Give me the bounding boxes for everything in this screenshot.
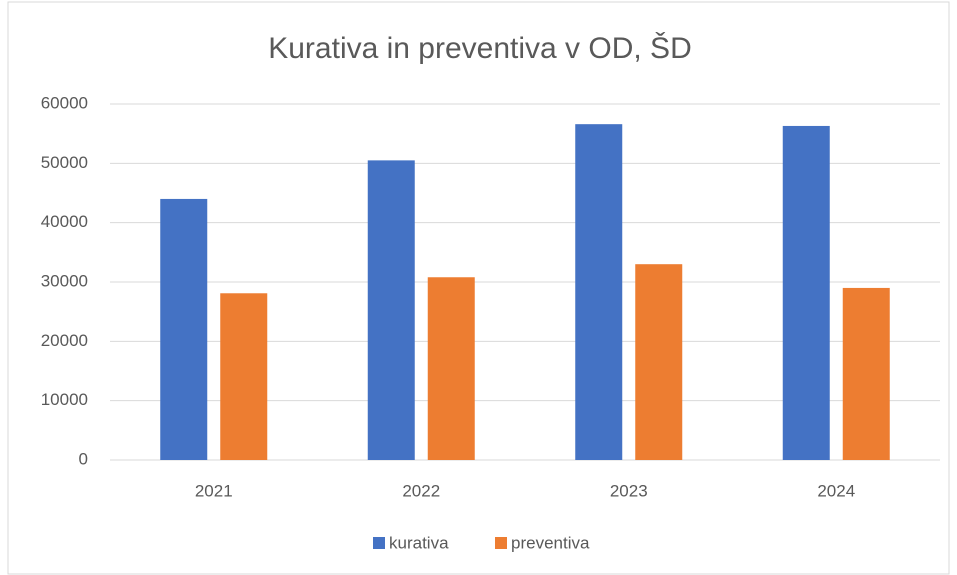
- bar: [575, 124, 623, 460]
- bar: [367, 160, 415, 460]
- legend-swatch: [495, 537, 507, 549]
- y-tick-label: 10000: [41, 390, 88, 409]
- y-tick-label: 60000: [41, 93, 88, 112]
- bar: [427, 277, 475, 460]
- x-tick-label: 2022: [402, 481, 440, 500]
- y-tick-label: 30000: [41, 271, 88, 290]
- bar: [635, 264, 683, 460]
- x-tick-label: 2021: [195, 481, 233, 500]
- legend-label: kurativa: [389, 533, 449, 552]
- y-tick-label: 20000: [41, 331, 88, 350]
- bar: [782, 125, 830, 460]
- y-tick-label: 0: [79, 449, 88, 468]
- bar: [220, 293, 268, 460]
- x-tick-label: 2024: [817, 481, 855, 500]
- bar: [160, 198, 208, 460]
- y-tick-label: 50000: [41, 153, 88, 172]
- legend-label: preventiva: [511, 533, 590, 552]
- y-tick-label: 40000: [41, 212, 88, 231]
- bar: [842, 287, 890, 460]
- x-tick-label: 2023: [610, 481, 648, 500]
- legend-swatch: [373, 537, 385, 549]
- chart-title: Kurativa in preventiva v OD, ŠD: [268, 31, 692, 65]
